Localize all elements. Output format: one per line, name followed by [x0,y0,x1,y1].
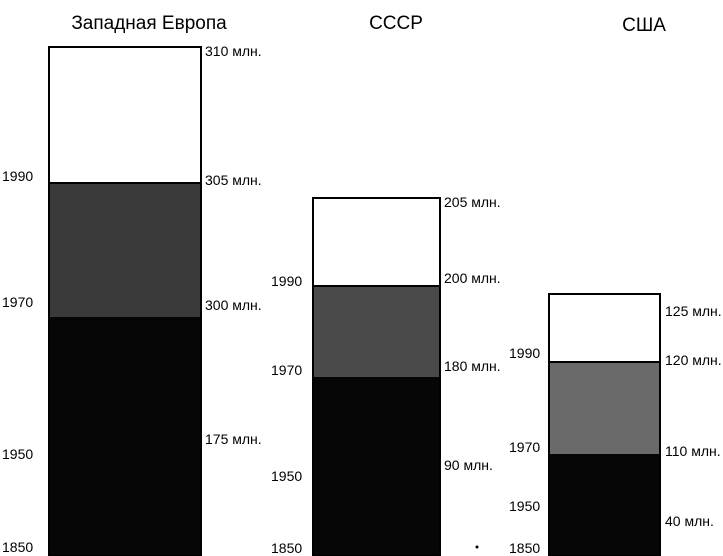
segment-usa-after-1990 [548,293,661,363]
column-title-western-europe: Западная Европа [71,13,227,34]
value-label-usa-40: 40 млн. [665,513,714,529]
segment-ussr-after-1990 [312,197,441,287]
year-label-ussr-1970: 1970 [271,362,302,378]
year-label-usa-1970: 1970 [509,439,540,455]
segment-western-europe-after-1990 [48,46,202,184]
column-outline-western-europe [48,46,202,556]
year-label-we-1990: 1990 [2,168,33,184]
year-label-we-1850: 1850 [2,539,33,555]
year-label-ussr-1990: 1990 [271,273,302,289]
column-outline-usa [548,293,661,556]
year-label-usa-1950: 1950 [509,498,540,514]
value-label-ussr-205: 205 млн. [444,194,501,210]
segment-western-europe-1970-1990 [49,183,201,317]
column-title-ussr: СССР [369,13,423,34]
value-label-ussr-180: 180 млн. [444,358,501,374]
segment-usa-1850-1970 [549,454,660,556]
segment-western-europe-1850-1970 [49,317,201,556]
value-label-we-300: 300 млн. [205,297,262,313]
value-label-usa-110: 110 млн. [665,443,721,459]
value-label-usa-120: 120 млн. [665,352,722,368]
segment-ussr-1970-1990 [313,286,440,377]
value-label-we-175: 175 млн. [205,431,262,447]
column-title-usa: США [622,15,666,36]
year-label-we-1970: 1970 [2,294,33,310]
segment-usa-1970-1990 [549,362,660,454]
column-western-europe: 1990 1970 1950 1850 310 млн. 305 млн. 30… [2,43,262,556]
value-label-usa-125: 125 млн. [665,303,722,319]
year-label-usa-1990: 1990 [509,345,540,361]
year-label-ussr-1950: 1950 [271,468,302,484]
year-label-ussr-1850: 1850 [271,540,302,556]
column-usa: 1990 1970 1950 1850 125 млн. 120 млн. 11… [509,293,722,556]
value-label-ussr-90: 90 млн. [444,457,493,473]
value-label-we-310: 310 млн. [205,43,262,59]
column-ussr: 1990 1970 1950 1850 205 млн. 200 млн. 18… [271,194,501,556]
stray-mark [475,545,479,549]
year-label-usa-1850: 1850 [509,540,540,556]
segment-ussr-1850-1970 [313,377,440,556]
value-label-ussr-200: 200 млн. [444,270,501,286]
year-label-we-1950: 1950 [2,446,33,462]
value-label-we-305: 305 млн. [205,172,262,188]
column-outline-ussr [312,197,441,556]
